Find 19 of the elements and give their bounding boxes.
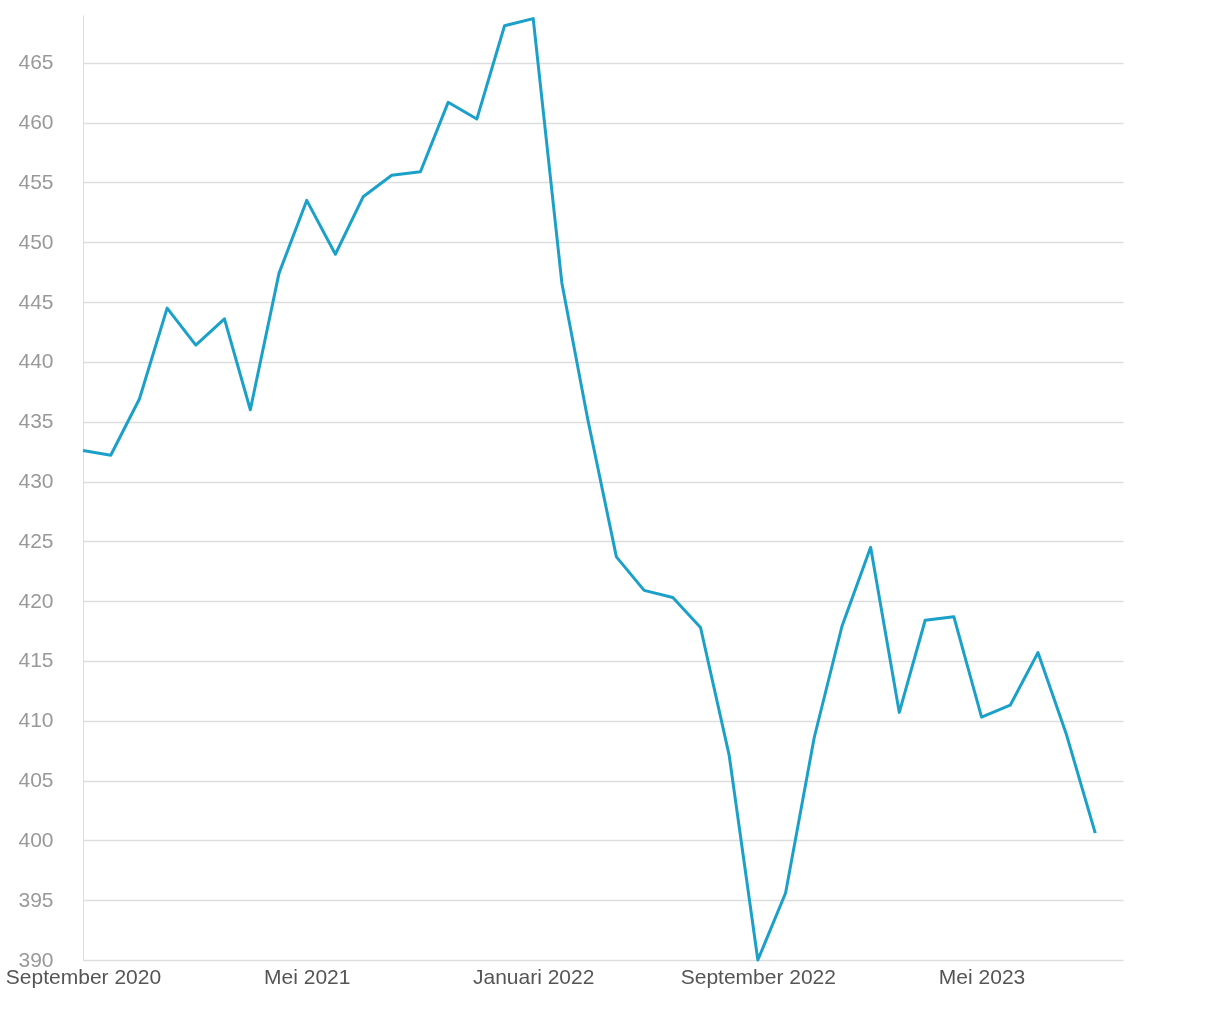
x-tick-label: September 2022 bbox=[680, 964, 836, 988]
y-tick-label: 425 bbox=[18, 528, 54, 552]
y-tick-label: 460 bbox=[18, 110, 54, 134]
y-tick-label: 440 bbox=[18, 349, 54, 373]
y-tick-label: 445 bbox=[18, 289, 54, 313]
y-tick-label: 415 bbox=[18, 648, 54, 672]
y-tick-label: 465 bbox=[18, 50, 54, 74]
y-tick-label: 430 bbox=[18, 469, 54, 493]
y-tick-label: 400 bbox=[18, 827, 54, 851]
y-tick-label: 405 bbox=[18, 768, 54, 792]
y-tick-label: 410 bbox=[18, 708, 54, 732]
y-tick-label: 435 bbox=[18, 409, 54, 433]
x-tick-label: Mei 2023 bbox=[938, 964, 1026, 988]
y-tick-label: 450 bbox=[18, 229, 54, 253]
y-tick-label: 420 bbox=[18, 588, 54, 612]
x-tick-label: Mei 2021 bbox=[264, 964, 351, 988]
y-tick-label: 455 bbox=[18, 169, 54, 193]
x-tick-label: Januari 2022 bbox=[472, 964, 595, 988]
y-tick-label: 395 bbox=[18, 887, 54, 911]
